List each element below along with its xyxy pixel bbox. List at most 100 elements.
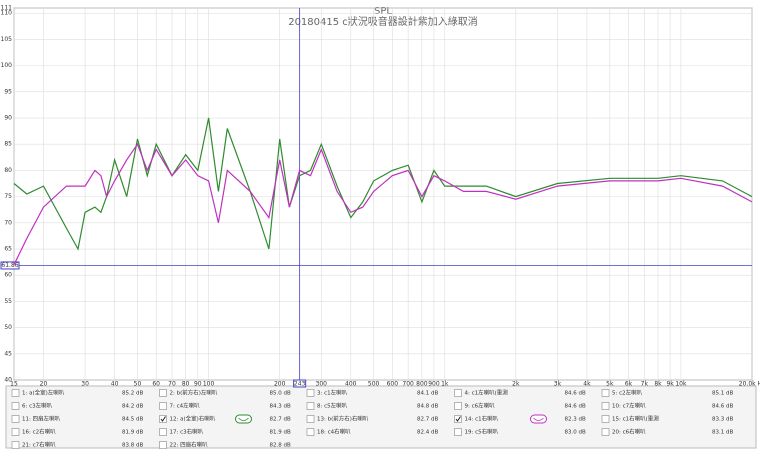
y-tick-label: 80 — [4, 167, 12, 174]
y-tick-label: 100 — [1, 62, 13, 69]
checkbox[interactable] — [601, 389, 610, 397]
legend-table: 1: a(全室)左喇叭 85.2 dB 2: b(前方右)左喇叭 85.0 dB 3: … — [11, 389, 733, 449]
legend-level: 84.3 dB — [270, 404, 291, 410]
x-tick-label: 80 — [182, 381, 190, 388]
legend-label: 6: c3左喇叭 — [22, 402, 53, 410]
legend-label: 20: c6右喇叭 — [612, 428, 646, 436]
x-tick-label: 200 — [274, 381, 286, 388]
x-tick-label: 50 — [134, 381, 142, 388]
checkbox[interactable] — [159, 441, 167, 449]
x-tick-label: 90 — [194, 381, 202, 388]
trace-icon — [235, 414, 252, 424]
x-tick-label: 3k — [554, 381, 562, 388]
checkbox[interactable] — [11, 415, 20, 423]
legend-level: 82.4 dB — [417, 430, 438, 436]
legend-label: 19: c5右喇叭 — [465, 428, 499, 436]
checkbox[interactable] — [306, 415, 315, 423]
checkbox[interactable] — [454, 402, 462, 410]
x-tick-label: 20 — [40, 381, 48, 388]
legend-label: 21: c7右喇叭 — [22, 441, 56, 449]
cursor-label: 61.86 — [1, 262, 18, 269]
checkbox[interactable] — [159, 402, 167, 410]
x-tick-label: 10k — [675, 381, 687, 388]
legend-level: 81.9 dB — [270, 430, 291, 436]
legend-label: 10: c7左喇叭 — [612, 402, 646, 410]
y-tick-label: 40 — [4, 377, 12, 384]
x-tick-label: 9k — [666, 381, 674, 388]
y-tick-label: 85 — [4, 141, 12, 148]
legend-label: 8: c5左喇叭 — [317, 402, 348, 410]
legend-label: 3: c1左喇叭 — [317, 389, 348, 397]
plot-area — [13, 7, 753, 381]
x-tick-label: 30 — [81, 381, 89, 388]
checkbox[interactable] — [454, 415, 462, 423]
x-tick-label: 40 — [111, 381, 119, 388]
legend-level: 83.3 dB — [712, 417, 733, 423]
series-line — [13, 117, 753, 251]
legend-label: 17: c3右喇叭 — [170, 428, 204, 436]
checkbox[interactable] — [11, 441, 20, 449]
legend-panel — [5, 385, 757, 449]
x-tick-label: 20.0k Hz — [739, 381, 760, 388]
x-tick-label: 800 — [416, 381, 428, 388]
y-tick-label: 90 — [4, 115, 12, 122]
legend-label: 1: a(全室)左喇叭 — [22, 389, 65, 397]
legend-level: 85.0 dB — [270, 391, 291, 397]
chart-subtitle: 20180415 c狀況吸音器設計紫加入綠取消 — [288, 15, 478, 28]
checkmark — [160, 416, 166, 422]
checkbox[interactable] — [11, 402, 20, 410]
y-tick-label: 50 — [4, 324, 12, 331]
legend-level: 82.7 dB — [417, 417, 438, 423]
x-tick-label: 500 — [368, 381, 380, 388]
legend-level: 83.8 dB — [122, 443, 143, 449]
x-tick-label: 1k — [441, 381, 449, 388]
x-tick-label: 15 — [10, 381, 18, 388]
trace-icon — [530, 414, 547, 424]
legend-label: 16: c2右喇叭 — [22, 428, 56, 436]
checkbox[interactable] — [601, 402, 610, 410]
checkbox[interactable] — [11, 428, 20, 436]
x-tick-label: 900 — [428, 381, 440, 388]
x-tick-label: 400 — [345, 381, 357, 388]
legend-label: 9: c6左喇叭 — [465, 402, 496, 410]
legend-level: 82.3 dB — [565, 417, 586, 423]
legend-level: 82.8 dB — [270, 443, 291, 449]
y-tick-label: 95 — [4, 88, 12, 95]
x-tick-label: 600 — [387, 381, 399, 388]
legend-label: 5: c2左喇叭 — [612, 389, 643, 397]
checkbox[interactable] — [601, 415, 610, 423]
legend-label: 2: b(前方右)左喇叭 — [170, 389, 218, 397]
legend-level: 84.8 dB — [417, 404, 438, 410]
cursor-box — [0, 261, 20, 270]
legend-level: 84.5 dB — [122, 417, 143, 423]
y-tick-label: 55 — [4, 298, 12, 305]
series-line — [13, 142, 753, 265]
x-tick-label: 5k — [606, 381, 614, 388]
checkbox[interactable] — [454, 428, 462, 436]
x-tick-label: 300 — [316, 381, 328, 388]
checkbox[interactable] — [159, 389, 167, 397]
legend-label: 14: c1右喇叭 — [465, 415, 499, 423]
legend-label: 15: c1右喇叭(重測 — [612, 415, 659, 423]
checkmark — [455, 416, 461, 422]
checkbox[interactable] — [306, 402, 315, 410]
y-tick-label: 70 — [4, 219, 12, 226]
legend-level: 84.2 dB — [122, 404, 143, 410]
x-tick-label: 70 — [168, 381, 176, 388]
checkbox[interactable] — [306, 428, 315, 436]
checkbox[interactable] — [11, 389, 20, 397]
legend-label: 7: c4左喇叭 — [170, 402, 201, 410]
cursor-label: 243 — [294, 381, 306, 388]
checkbox[interactable] — [159, 415, 167, 423]
checkbox[interactable] — [454, 389, 462, 397]
checkbox[interactable] — [159, 428, 167, 436]
checkbox[interactable] — [306, 389, 315, 397]
trace-icon-curve — [533, 417, 544, 421]
x-tick-label: 6k — [625, 381, 633, 388]
y-tick-label: 75 — [4, 193, 12, 200]
x-tick-label: 2k — [512, 381, 520, 388]
legend-level: 81.9 dB — [122, 430, 143, 436]
checkbox[interactable] — [601, 428, 610, 436]
legend-level: 84.1 dB — [417, 391, 438, 397]
y-tick-label: 111 — [1, 5, 13, 12]
